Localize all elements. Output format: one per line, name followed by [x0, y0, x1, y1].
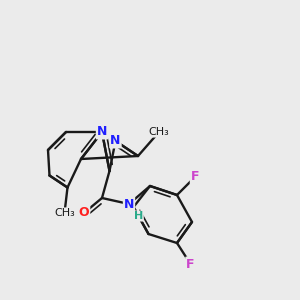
- Text: N: N: [97, 125, 107, 139]
- Text: CH₃: CH₃: [54, 208, 75, 218]
- Text: H: H: [134, 211, 143, 221]
- Text: N: N: [124, 197, 134, 211]
- Text: N: N: [110, 134, 121, 148]
- Text: O: O: [79, 206, 89, 220]
- Text: CH₃: CH₃: [148, 127, 170, 137]
- Text: F: F: [186, 257, 195, 271]
- Text: F: F: [191, 170, 199, 184]
